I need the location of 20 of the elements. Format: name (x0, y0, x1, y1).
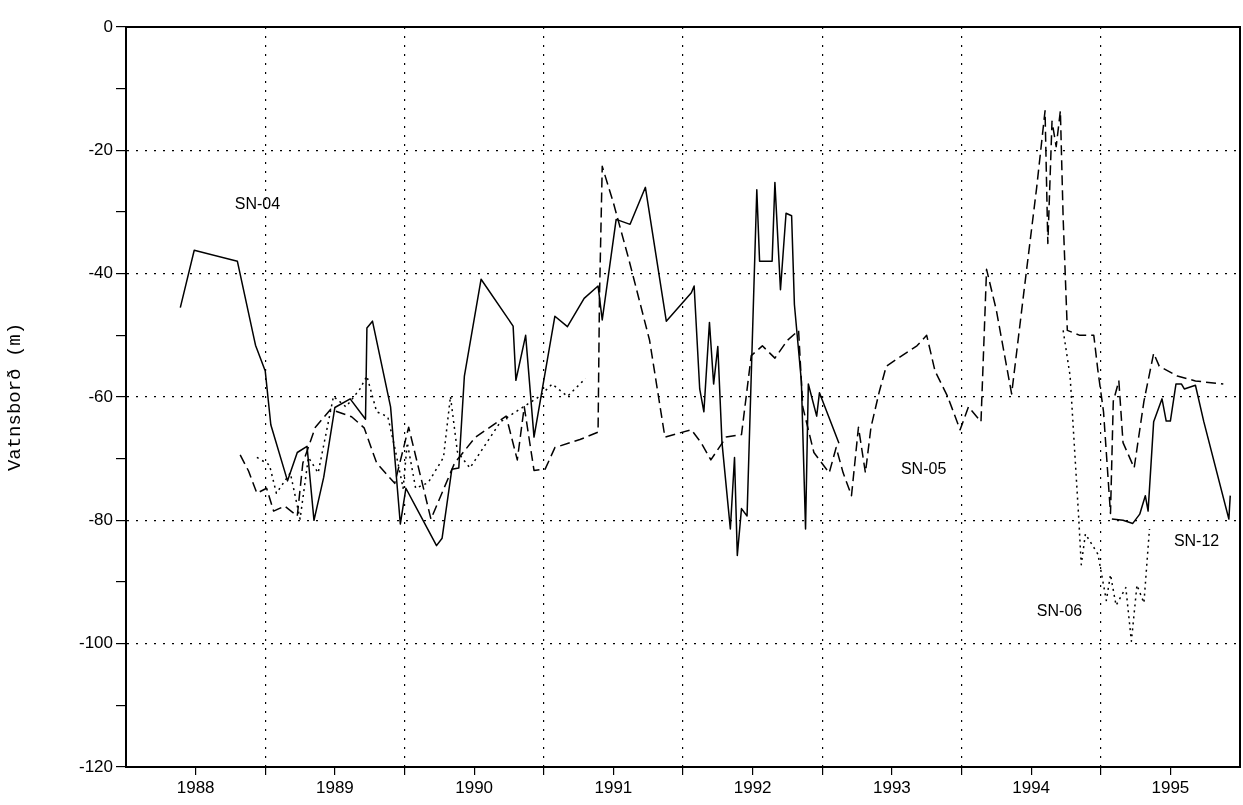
text: SN-04 (234, 195, 281, 213)
y-axis-title: Vatnsborð (m) (4, 322, 27, 472)
x-tick-label: 1992 (733, 777, 772, 797)
x-tick-label: 1993 (872, 777, 911, 797)
x-tick-label: 1989 (315, 777, 354, 797)
x-tick-label: 1991 (594, 777, 633, 797)
y-tick-label: -120 (78, 756, 113, 776)
y-tick-label: -100 (78, 633, 113, 653)
y-tick-label: -20 (88, 140, 113, 160)
y-tick-label: -60 (88, 386, 113, 406)
x-tick-label: 1988 (176, 777, 215, 797)
series-label: SN-12 (1173, 532, 1220, 550)
text: SN-05 (900, 459, 947, 477)
y-tick-label: -40 (88, 263, 113, 283)
series-label: SN-06 (1036, 602, 1083, 620)
x-tick-label: 1995 (1151, 777, 1190, 797)
x-tick-label: 1990 (455, 777, 494, 797)
x-tick-label: 1994 (1012, 777, 1051, 797)
y-tick-label: 0 (103, 16, 113, 36)
y-tick-label: -80 (88, 510, 113, 530)
